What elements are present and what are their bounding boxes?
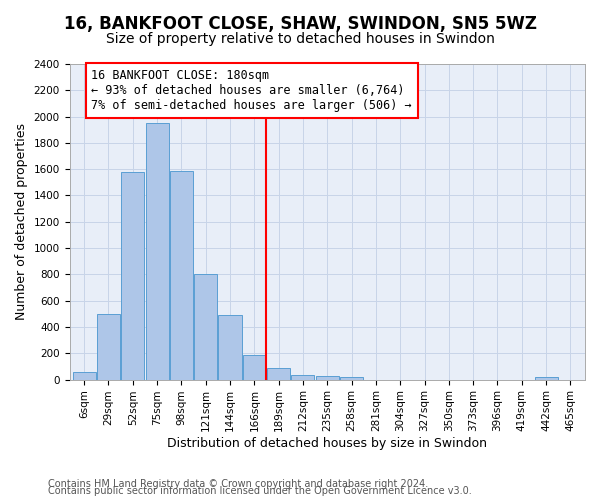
X-axis label: Distribution of detached houses by size in Swindon: Distribution of detached houses by size …: [167, 437, 487, 450]
Bar: [194, 274, 217, 380]
Bar: [170, 170, 193, 380]
Bar: [340, 377, 363, 380]
Text: Contains public sector information licensed under the Open Government Licence v3: Contains public sector information licen…: [48, 486, 472, 496]
Text: 16 BANKFOOT CLOSE: 180sqm
← 93% of detached houses are smaller (6,764)
7% of sem: 16 BANKFOOT CLOSE: 180sqm ← 93% of detac…: [91, 70, 412, 112]
Text: 16, BANKFOOT CLOSE, SHAW, SWINDON, SN5 5WZ: 16, BANKFOOT CLOSE, SHAW, SWINDON, SN5 5…: [64, 15, 536, 33]
Bar: [292, 375, 314, 380]
Bar: [73, 372, 95, 380]
Bar: [535, 377, 557, 380]
Y-axis label: Number of detached properties: Number of detached properties: [15, 124, 28, 320]
Bar: [218, 315, 242, 380]
Bar: [243, 354, 266, 380]
Bar: [146, 123, 169, 380]
Bar: [267, 368, 290, 380]
Text: Size of property relative to detached houses in Swindon: Size of property relative to detached ho…: [106, 32, 494, 46]
Bar: [121, 172, 144, 380]
Bar: [316, 376, 339, 380]
Bar: [97, 314, 120, 380]
Text: Contains HM Land Registry data © Crown copyright and database right 2024.: Contains HM Land Registry data © Crown c…: [48, 479, 428, 489]
